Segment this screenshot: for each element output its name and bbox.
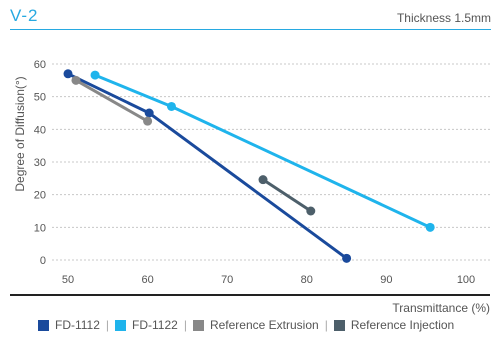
legend-item: FD-1112: [38, 318, 100, 332]
data-point: [144, 108, 154, 118]
series-line: [262, 178, 312, 213]
y-tick-label: 0: [40, 255, 46, 267]
x-axis-label: Transmittance (%): [392, 301, 490, 315]
title-underline: [10, 29, 491, 30]
x-tick-label: 80: [301, 274, 313, 286]
data-point: [166, 101, 176, 111]
y-axis-label: Degree of Diffusion(°): [13, 76, 27, 191]
legend-swatch: [333, 319, 345, 331]
x-tick-label: 100: [457, 274, 475, 286]
data-point: [425, 222, 435, 232]
chart-title: V-2: [10, 6, 39, 25]
legend-item: Reference Injection: [333, 318, 455, 332]
legend-separator: |: [183, 318, 187, 332]
legend-label: FD-1112: [55, 318, 100, 332]
x-tick-label: 60: [141, 274, 153, 286]
x-tick-label: 50: [62, 274, 74, 286]
legend-item: FD-1122: [115, 318, 178, 332]
data-point: [143, 116, 153, 126]
legend-label: FD-1122: [132, 318, 178, 332]
data-point: [63, 69, 73, 79]
legend-separator: |: [105, 318, 110, 332]
data-point: [90, 70, 100, 80]
y-tick-label: 60: [34, 59, 46, 71]
legend: FD-1112 | FD-1122 | Reference Extrusion | Refe…: [38, 318, 454, 332]
legend-swatch: [38, 319, 49, 331]
y-tick-label: 10: [34, 222, 46, 234]
data-point: [71, 75, 81, 85]
x-tick-label: 90: [380, 274, 392, 286]
chart-subtitle: Thickness 1.5mm: [396, 11, 491, 25]
legend-swatch: [192, 319, 204, 331]
series-line: [94, 73, 431, 229]
series-line: [67, 72, 348, 260]
x-tick-label: 70: [221, 274, 233, 286]
legend-label: Reference Injection: [350, 318, 455, 332]
data-point: [306, 206, 316, 216]
legend-separator: |: [324, 318, 328, 332]
y-tick-label: 50: [34, 92, 46, 104]
legend-swatch: [115, 319, 127, 331]
data-point: [342, 253, 352, 263]
legend-item: Reference Extrusion: [192, 318, 319, 332]
data-point: [258, 175, 268, 185]
y-tick-label: 40: [34, 124, 46, 136]
series-line: [75, 79, 149, 123]
y-tick-label: 20: [34, 190, 46, 202]
legend-label: Reference Extrusion: [209, 318, 319, 332]
y-tick-label: 30: [34, 157, 46, 169]
